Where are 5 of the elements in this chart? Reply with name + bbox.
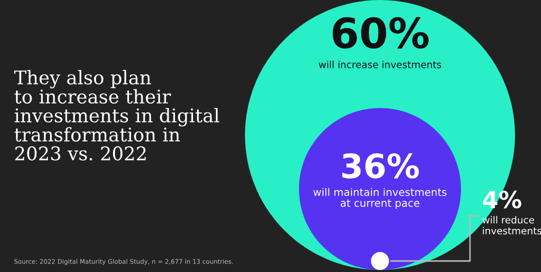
category-label: will maintain investments at current pace (313, 188, 447, 209)
data-label: 60% (332, 17, 429, 49)
text: They also plan to increase their investments in digital transformation in 2023 vs. 2022 (14, 70, 220, 160)
category-label: will increase investments (318, 60, 442, 68)
data-label: 36% (342, 153, 419, 178)
